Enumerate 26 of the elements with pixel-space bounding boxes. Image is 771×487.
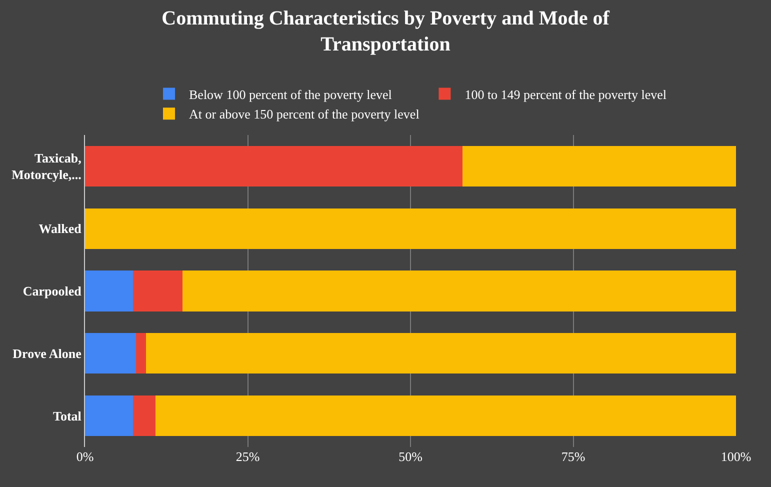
- y-tick-label: Total: [52, 408, 82, 424]
- bar: [462, 146, 736, 186]
- bar: [155, 396, 736, 436]
- bar: [85, 270, 134, 312]
- x-tick-label: 50%: [398, 449, 423, 464]
- bar: [85, 396, 134, 436]
- legend-label: Below 100 percent of the poverty level: [189, 86, 392, 102]
- bar: [182, 270, 736, 312]
- x-tick-label: 0%: [76, 449, 94, 464]
- bar: [85, 146, 463, 186]
- bar: [85, 333, 136, 374]
- y-tick-label: Carpooled: [22, 284, 82, 299]
- x-tick-label: 25%: [236, 449, 260, 464]
- bar: [85, 208, 736, 249]
- y-tick-label: Taxicab, Motorcyle,...: [12, 150, 82, 182]
- bar: [146, 333, 736, 374]
- x-tick-label: 100%: [720, 449, 752, 464]
- bar: [136, 333, 146, 374]
- x-tick-label: 75%: [561, 449, 586, 464]
- chart-title: Commuting Characteristics by Poverty and Mode of Transportation: [162, 7, 610, 56]
- legend-label: 100 to 149 percent of the poverty level: [464, 86, 667, 102]
- legend-label: At or above 150 percent of the poverty level: [189, 106, 420, 122]
- y-tick-label: Walked: [38, 221, 82, 236]
- bar: [133, 270, 183, 312]
- y-tick-label: Drove Alone: [12, 346, 82, 361]
- bar: [133, 396, 156, 436]
